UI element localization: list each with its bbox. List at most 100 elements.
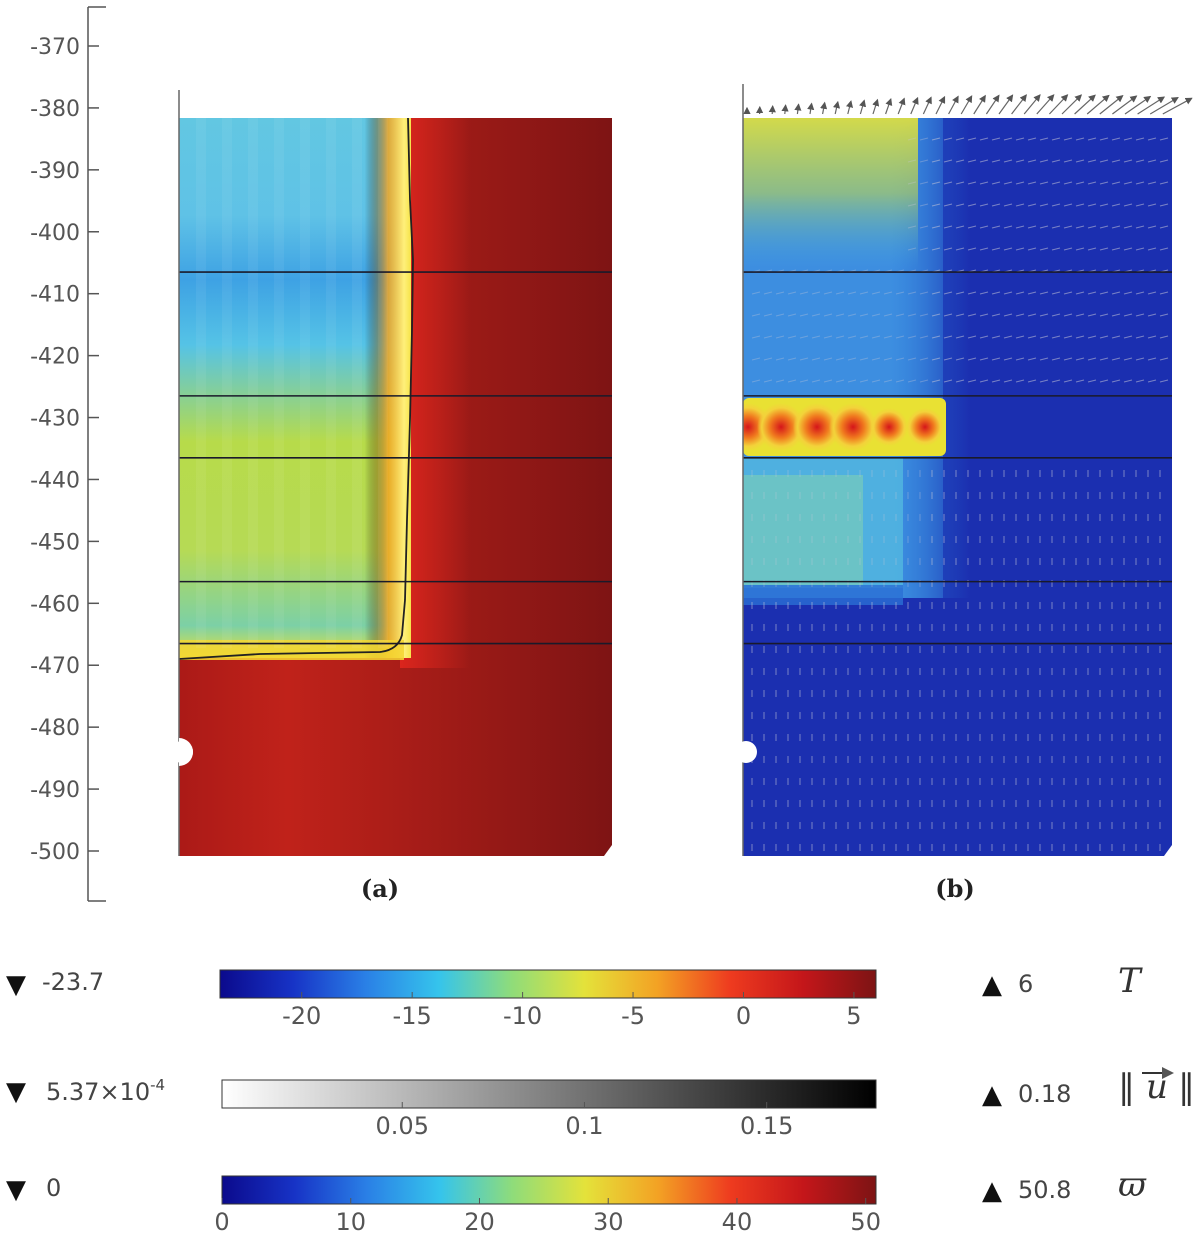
ice-bottom-core xyxy=(743,475,863,585)
pipe-column xyxy=(222,118,232,648)
velocity-arrow xyxy=(991,357,1001,361)
velocity-arrow xyxy=(1027,225,1037,229)
velocity-arrow xyxy=(859,313,869,317)
velocity-arrow xyxy=(1003,159,1013,163)
velocity-arrow xyxy=(979,137,989,141)
warm-upper-bright xyxy=(400,118,470,668)
velocity-arrow xyxy=(1123,203,1133,207)
velocity-arrow xyxy=(1099,159,1109,163)
velocity-arrow xyxy=(931,225,941,229)
layer-boundaries xyxy=(179,271,612,645)
velocity-arrow xyxy=(931,203,941,207)
velocity-arrow xyxy=(919,137,929,141)
colorbar-w-max-marker: ▲ xyxy=(982,1176,1002,1206)
velocity-arrow xyxy=(859,357,869,361)
velocity-arrow xyxy=(919,291,929,295)
surface-arrow xyxy=(1124,95,1152,115)
y-tick-label: -450 xyxy=(30,530,80,555)
velocity-arrow xyxy=(871,357,881,361)
panel-a-temperature: (a) xyxy=(171,90,612,903)
surface-arrow xyxy=(1137,96,1166,115)
velocity-arrow xyxy=(1123,137,1133,141)
velocity-arrow xyxy=(1147,313,1157,317)
panel-b-label: (b) xyxy=(935,874,975,903)
velocity-arrow xyxy=(1027,335,1037,339)
velocity-arrow xyxy=(1063,203,1073,207)
velocity-arrow xyxy=(1135,313,1145,317)
velocity-arrow xyxy=(979,291,989,295)
hot-spot xyxy=(870,408,908,446)
velocity-arrow xyxy=(1063,379,1073,383)
velocity-arrow xyxy=(859,379,869,383)
velocity-arrow xyxy=(1027,159,1037,163)
velocity-arrow xyxy=(799,313,809,317)
velocity-arrow xyxy=(1075,159,1085,163)
y-axis: -370 -380 -390 -400 -410 -420 -430 -440 -450 -460… xyxy=(30,6,106,902)
hot-spot xyxy=(743,403,772,451)
surface-arrow xyxy=(1149,97,1179,115)
velocity-arrow xyxy=(823,291,833,295)
velocity-arrow xyxy=(1003,225,1013,229)
velocity-arrow xyxy=(955,291,965,295)
velocity-arrow xyxy=(1051,225,1061,229)
colorbar-T-bar xyxy=(219,969,877,999)
surface-arrow xyxy=(1112,95,1138,115)
velocity-arrow xyxy=(979,335,989,339)
velocity-arrow xyxy=(955,379,965,383)
ice-top-layer xyxy=(743,118,918,268)
velocity-arrow xyxy=(1087,291,1097,295)
velocity-arrow xyxy=(919,357,929,361)
velocity-arrow xyxy=(1123,313,1133,317)
velocity-arrow xyxy=(1135,181,1145,185)
colorbar-tick-label: 30 xyxy=(593,1208,624,1236)
colorbar-u-min: 5.37×10-4 xyxy=(46,1076,165,1106)
velocity-arrow xyxy=(1111,137,1121,141)
velocity-arrow xyxy=(955,137,965,141)
velocity-arrow xyxy=(1159,159,1169,163)
velocity-arrow xyxy=(859,335,869,339)
velocity-arrow xyxy=(775,291,785,295)
velocity-arrow xyxy=(1087,247,1097,251)
velocity-arrow xyxy=(1003,137,1013,141)
velocity-arrow xyxy=(1159,203,1169,207)
y-tick-label: -500 xyxy=(30,840,80,865)
colorbar-w-max: 50.8 xyxy=(1018,1176,1071,1204)
velocity-arrow xyxy=(847,291,857,295)
y-tick-label: -380 xyxy=(30,97,80,122)
velocity-arrow xyxy=(1063,247,1073,251)
velocity-arrow xyxy=(1003,335,1013,339)
velocity-arrow xyxy=(1099,247,1109,251)
velocity-arrow xyxy=(931,137,941,141)
velocity-arrow xyxy=(1135,291,1145,295)
colorbar-w-ticks: 0 10 20 30 40 50 xyxy=(214,1198,881,1236)
colorbar-tick-label: 0 xyxy=(736,1002,751,1030)
velocity-arrow xyxy=(835,357,845,361)
velocity-arrow xyxy=(1039,357,1049,361)
velocity-arrow xyxy=(919,379,929,383)
velocity-arrow xyxy=(991,181,1001,185)
y-tick-label: -480 xyxy=(30,716,80,741)
colorbar-temperature: ▼ -23.7 -20 -15 -10 -5 0 5 ▲ 6 T xyxy=(6,961,1143,1030)
velocity-arrow xyxy=(847,335,857,339)
velocity-arrow xyxy=(907,137,917,141)
velocity-arrow xyxy=(919,225,929,229)
velocity-arrow xyxy=(1027,203,1037,207)
colorbar-tick-label: 50 xyxy=(850,1208,881,1236)
velocity-arrow xyxy=(751,335,761,339)
velocity-arrow xyxy=(931,159,941,163)
velocity-arrow xyxy=(883,313,893,317)
colorbar-u-ticks: 0.05 0.1 0.15 xyxy=(376,1102,793,1140)
pipe-column xyxy=(248,118,258,648)
velocity-arrow xyxy=(979,357,989,361)
velocity-arrow xyxy=(811,313,821,317)
velocity-arrow xyxy=(1111,159,1121,163)
velocity-arrow xyxy=(1015,225,1025,229)
velocity-arrow xyxy=(907,181,917,185)
velocity-arrow xyxy=(943,181,953,185)
surface-arrow xyxy=(960,95,973,115)
velocity-arrow xyxy=(991,203,1001,207)
svg-text:‖: ‖ xyxy=(1118,1067,1135,1107)
velocity-arrow xyxy=(955,203,965,207)
velocity-arrow xyxy=(1075,379,1085,383)
velocity-arrow xyxy=(1051,379,1061,383)
